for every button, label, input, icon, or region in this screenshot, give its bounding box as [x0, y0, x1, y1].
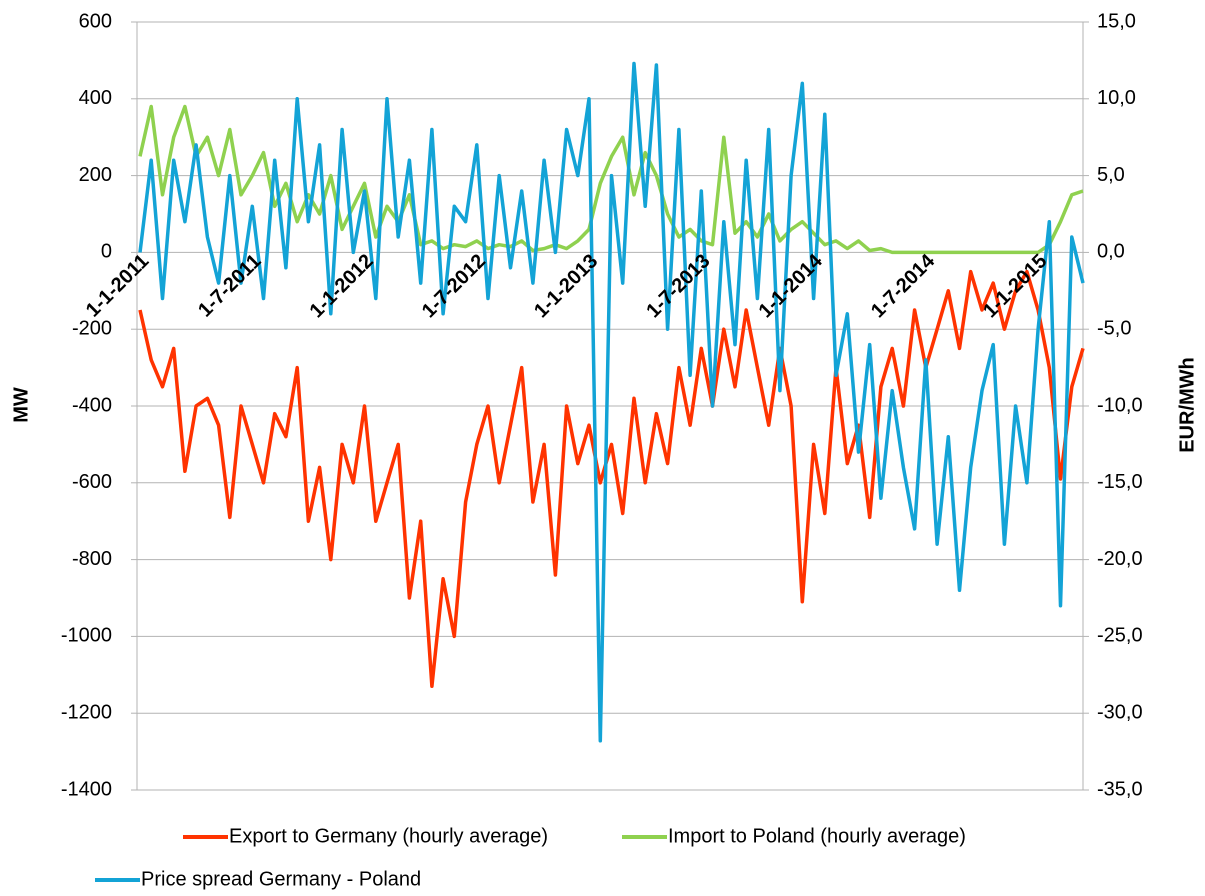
x-tick-label: 1-7-2012: [418, 250, 490, 322]
x-tick-label: 1-7-2014: [867, 249, 940, 322]
y-tick-label: -600: [72, 471, 112, 493]
x-tick-label: 1-1-2012: [306, 250, 378, 322]
x-tick-label: 1-1-2014: [755, 249, 828, 322]
y2-tick-label: 15,0: [1097, 10, 1136, 32]
legend-label: Export to Germany (hourly average): [229, 825, 548, 847]
y-tick-label: -200: [72, 317, 112, 339]
series-line: [138, 104, 1084, 255]
y2-tick-label: 10,0: [1097, 87, 1136, 109]
series-line: [138, 61, 1085, 743]
y2-tick-label: -20,0: [1097, 548, 1143, 570]
x-tick-label: 1-7-2013: [642, 250, 714, 322]
y2-tick-label: -10,0: [1097, 394, 1143, 416]
y2-axis-title: EUR/MWh: [1176, 357, 1198, 453]
y-tick-label: -800: [72, 548, 112, 570]
y-tick-label: 400: [79, 87, 112, 109]
y-tick-label: -400: [72, 394, 112, 416]
y-tick-label: -1400: [61, 778, 112, 800]
y-tick-label: -1200: [61, 701, 112, 723]
y2-tick-label: 0,0: [1097, 241, 1125, 263]
x-tick-label: 1-1-2011: [82, 250, 153, 321]
series-line: [138, 269, 1085, 689]
y-tick-label: 0: [101, 241, 112, 263]
legend-label: Price spread Germany - Poland: [141, 868, 421, 890]
y-tick-label: 200: [79, 164, 112, 186]
legend-label: Import to Poland (hourly average): [668, 825, 966, 847]
y2-tick-label: -5,0: [1097, 317, 1131, 339]
x-tick-label: 1-7-2011: [194, 250, 265, 321]
y2-tick-label: 5,0: [1097, 164, 1125, 186]
y2-tick-label: -30,0: [1097, 701, 1143, 723]
y2-tick-label: -15,0: [1097, 471, 1143, 493]
y2-tick-label: -25,0: [1097, 625, 1143, 647]
y-axis-title: MW: [10, 387, 32, 423]
y-tick-label: 600: [79, 10, 112, 32]
y2-tick-label: -35,0: [1097, 778, 1143, 800]
y-tick-label: -1000: [61, 625, 112, 647]
